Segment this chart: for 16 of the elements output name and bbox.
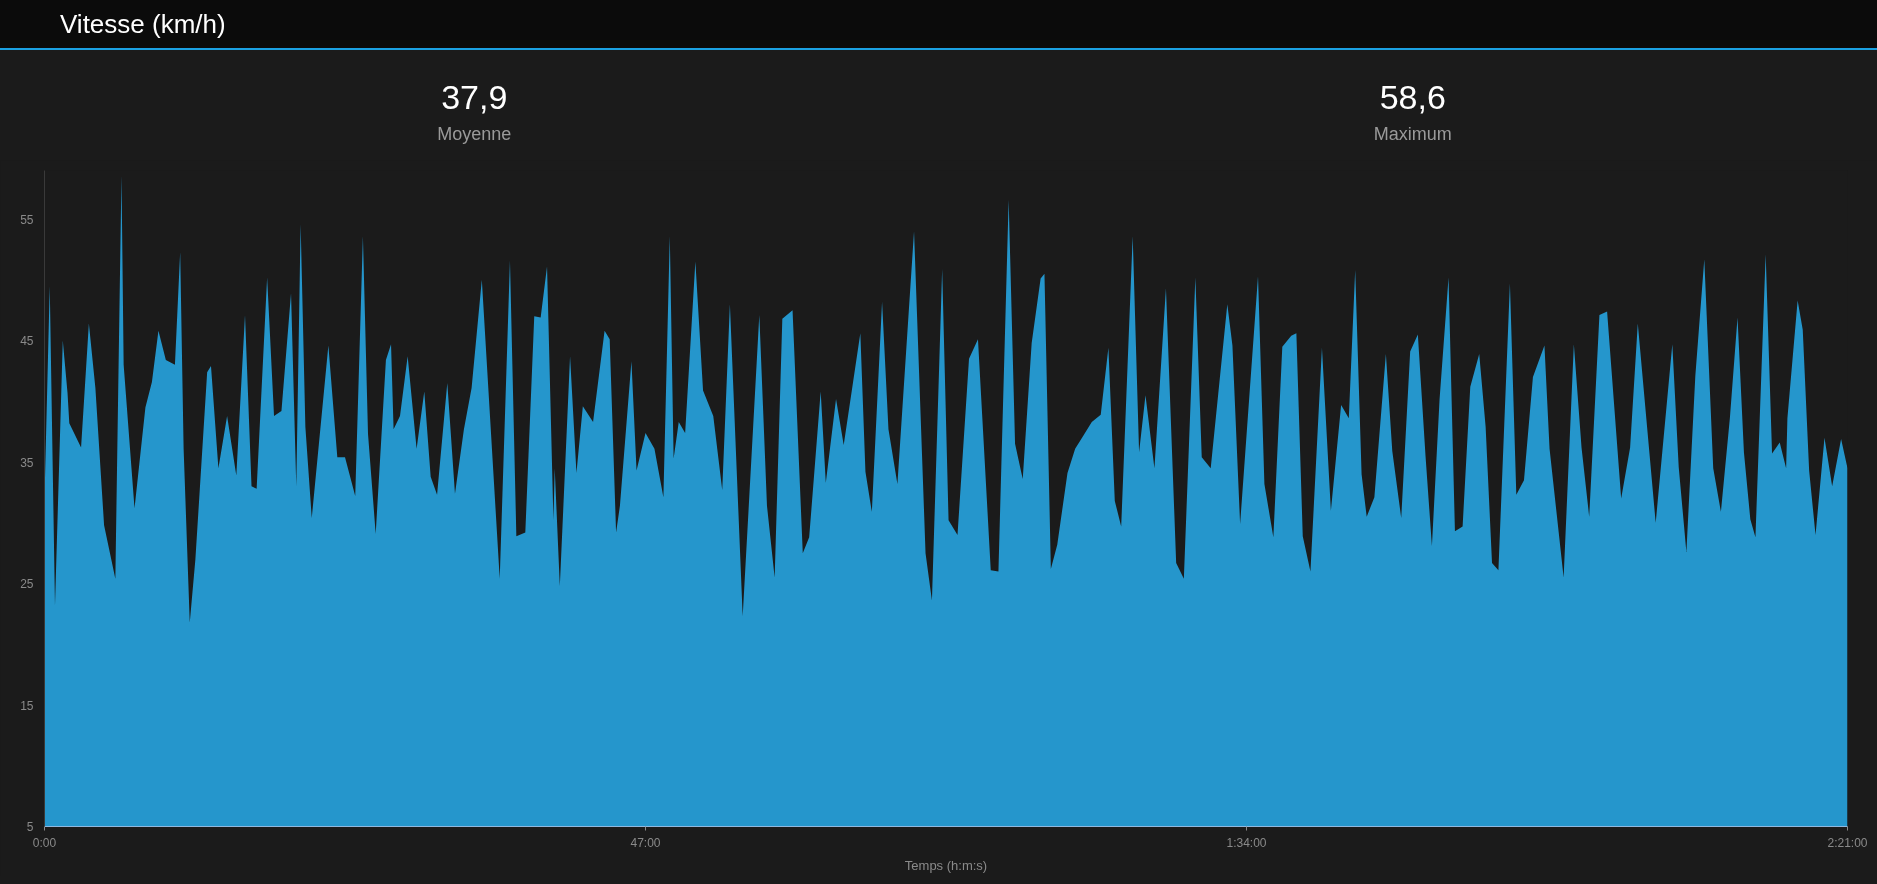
x-axis-title: Temps (h:m:s) bbox=[904, 857, 988, 873]
text: Maximum bbox=[1372, 122, 1453, 146]
y-tick-label: 15 bbox=[20, 698, 34, 713]
y-tick-label: 25 bbox=[20, 577, 34, 592]
y-tick-label: 55 bbox=[20, 212, 34, 227]
y-tick-label: 35 bbox=[20, 455, 34, 470]
x-tick-label: 2:21:00 bbox=[1827, 835, 1868, 850]
text: 37,9 bbox=[440, 77, 509, 118]
x-tick-label: 47:00 bbox=[630, 835, 661, 850]
chart-title: Vitesse (km/h) bbox=[59, 8, 226, 41]
y-tick-label: 5 bbox=[26, 820, 34, 834]
y-tick-label: 45 bbox=[20, 334, 34, 349]
text: Moyenne bbox=[436, 122, 513, 146]
text: 58,6 bbox=[1378, 77, 1447, 118]
x-tick-label: 0:00 bbox=[32, 835, 57, 850]
x-tick-label: 1:34:00 bbox=[1226, 835, 1267, 850]
